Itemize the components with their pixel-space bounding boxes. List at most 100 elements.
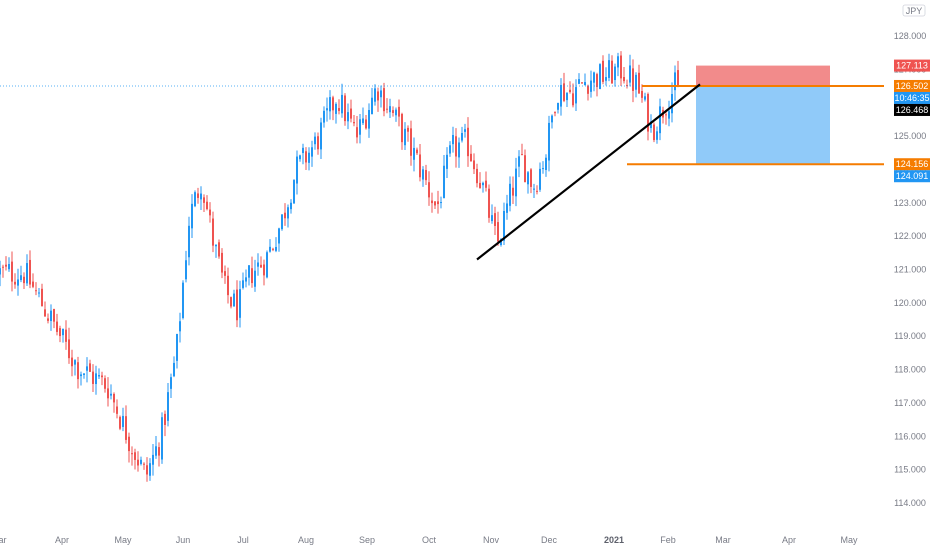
candle [668,100,670,127]
candle [332,95,334,121]
candle [302,143,304,165]
candle [230,296,232,309]
candle [458,137,460,168]
candle [203,194,205,212]
x-tick-label: Apr [55,535,69,545]
candle [527,170,529,194]
candle [35,282,37,296]
candle [440,196,442,209]
y-tick-label: 119.000 [894,331,926,341]
candle [485,171,487,192]
y-tick-label: 115.000 [894,465,926,475]
candle [596,72,598,97]
candle [44,301,46,317]
candle [428,171,430,206]
candle [299,154,301,162]
candle [185,250,187,283]
candle [107,377,109,407]
y-tick-label: 118.000 [894,365,926,375]
candle [455,128,457,168]
candle [98,368,100,379]
candle [197,187,199,204]
candle [269,239,271,253]
x-tick-label: Apr [782,535,796,545]
candle [395,107,397,122]
x-tick-label: Mar [715,535,731,545]
candle [521,143,523,156]
candle [641,84,643,103]
candle [566,92,568,107]
candle [644,92,646,102]
svg-text:126.502: 126.502 [896,81,929,91]
candle [539,162,541,192]
candle [83,373,85,379]
svg-text:127.113: 127.113 [896,61,928,71]
candle [632,59,634,103]
candle [401,112,403,150]
candle [335,102,337,124]
candle [512,176,514,204]
candle [287,204,289,228]
candle [275,237,277,253]
candle [398,99,400,127]
x-tick-label: May [114,535,132,545]
candle [431,192,433,213]
candle [191,194,193,238]
candle [473,153,475,175]
candle [389,98,391,118]
candle [629,54,631,87]
candle [434,201,436,210]
y-tick-label: 125.000 [894,131,927,141]
trendline[interactable] [476,83,701,261]
candle [461,126,463,143]
candle [272,247,274,252]
candle [392,106,394,117]
candle [236,280,238,328]
candle [239,280,241,328]
x-tick-label: May [840,535,858,545]
take-profit-zone[interactable] [696,85,830,165]
candle [2,264,4,278]
candle [140,456,142,466]
candle [119,415,121,431]
candle [533,183,535,199]
stop-loss-zone[interactable] [696,65,830,86]
candle [353,114,355,127]
candle [515,157,517,207]
candle [293,179,295,204]
candle [47,313,49,324]
candle [329,90,331,120]
candle [317,132,319,155]
candle [416,147,418,156]
candle [200,186,202,210]
candle [551,114,553,129]
candle [134,448,136,470]
candle [218,239,220,259]
candle [545,154,547,177]
currency-badge[interactable]: JPY [902,4,926,17]
y-tick-label: 114.000 [894,498,926,508]
candle [530,168,532,194]
candle [350,99,352,123]
candle [131,446,133,466]
candle [242,272,244,290]
candle [581,82,583,85]
candle [464,123,466,138]
candle [194,190,196,208]
candle [5,256,7,271]
candle [674,65,676,101]
price-badge: 126.502 [894,79,930,92]
candle [542,161,544,174]
candle [338,99,340,115]
candle [482,181,484,193]
candle [179,312,181,343]
candle [104,375,106,393]
candle [245,269,247,288]
candle [296,150,298,195]
candle [146,457,148,482]
candle [182,280,184,320]
candle [653,122,655,143]
candle [266,250,268,279]
candle [584,73,586,86]
